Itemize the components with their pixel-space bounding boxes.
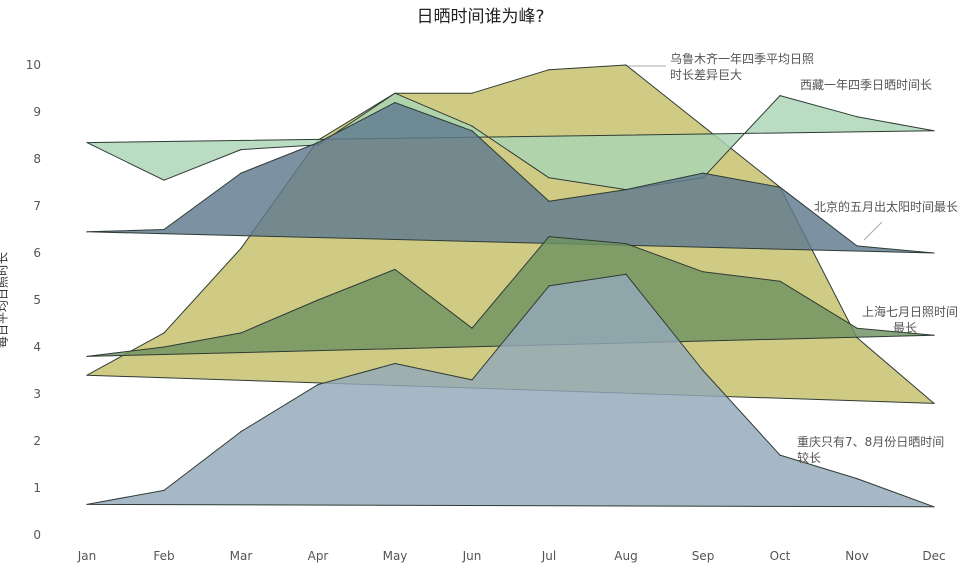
point-beijing-Jun [471,130,473,132]
point-shanghai-Aug [625,243,627,245]
point-wulumuqi-Jun [471,92,473,94]
y-tick-3: 3 [33,387,41,401]
annotations: 乌鲁木齐一年四季平均日照时长差异巨大西藏一年四季日晒时间长北京的五月出太阳时间最… [628,51,958,465]
annotation-chongqing-line-0: 重庆只有7、8月份日晒时间 [797,435,944,449]
point-xizang-Nov [856,116,858,118]
point-beijing-Mar [240,172,242,174]
y-tick-9: 9 [33,105,41,119]
point-wulumuqi-Jan [86,374,88,376]
x-tick-Jun: Jun [462,549,482,563]
x-axis-ticks: Jan Feb Mar Apr May Jun Jul Aug Sep Oct Nov Dec [77,549,946,563]
point-wulumuqi-Sep [702,125,704,127]
point-beijing-Nov [856,245,858,247]
y-tick-5: 5 [33,293,41,307]
point-chongqing-May [394,362,396,365]
y-tick-4: 4 [33,340,41,354]
point-wulumuqi-Feb [163,332,165,334]
point-chongqing-Aug [625,273,627,275]
point-beijing-Oct [779,186,781,188]
point-xizang-Jun [471,125,473,127]
annotation-shanghai-line-0: 上海七月日照时间 [862,304,958,319]
y-tick-1: 1 [33,481,41,495]
x-tick-Jan: Jan [77,549,97,563]
point-shanghai-Dec [933,334,935,336]
point-xizang-Mar [240,149,242,151]
point-shanghai-Jun [471,327,473,329]
x-tick-May: May [383,549,408,563]
point-chongqing-Apr [317,384,319,386]
point-xizang-Jan [86,141,88,144]
point-shanghai-Mar [240,332,242,334]
point-wulumuqi-Aug [625,64,627,66]
point-shanghai-May [394,268,396,271]
annotation-leader-beijing [863,221,883,241]
point-xizang-Dec [933,130,935,132]
point-wulumuqi-Mar [240,247,242,249]
point-chongqing-Dec [933,506,935,508]
x-tick-Apr: Apr [308,549,329,563]
point-chongqing-Feb [163,489,165,491]
point-chongqing-Mar [240,431,242,433]
x-tick-Aug: Aug [614,549,637,563]
point-shanghai-Nov [856,327,858,329]
point-chongqing-Jun [471,379,473,381]
y-tick-6: 6 [33,246,41,260]
y-tick-10: 10 [26,58,41,72]
point-beijing-Apr [317,141,319,144]
point-shanghai-Jul [548,235,550,238]
point-xizang-Feb [163,179,165,181]
annotation-xizang-line-0: 西藏一年四季日晒时间长 [800,78,932,92]
y-axis-ticks: 0 1 2 3 4 5 6 7 8 9 10 [26,58,41,542]
x-tick-Nov: Nov [845,549,868,563]
x-tick-Feb: Feb [153,549,174,563]
point-shanghai-Oct [779,280,781,282]
series-areas [86,64,935,508]
annotation-chongqing-line-1: 较长 [797,450,821,465]
chart-title: 日晒时间谁为峰? [416,7,545,27]
y-tick-0: 0 [33,528,41,542]
point-beijing-Sep [702,172,704,174]
x-tick-Oct: Oct [770,549,791,563]
point-shanghai-Feb [163,346,165,348]
point-beijing-Dec [933,252,935,254]
y-tick-2: 2 [33,434,41,448]
point-chongqing-Nov [856,478,858,480]
point-chongqing-Jan [86,503,88,506]
point-beijing-Aug [625,188,627,191]
annotation-wulumuqi-line-0: 乌鲁木齐一年四季平均日照 [670,51,814,66]
point-shanghai-Sep [702,271,704,273]
point-chongqing-Jul [548,285,550,287]
x-tick-Mar: Mar [230,549,253,563]
point-wulumuqi-Dec [933,402,935,404]
x-tick-Jul: Jul [541,549,556,563]
annotation-shanghai-line-1: 最长 [893,321,917,335]
point-xizang-Oct [779,94,781,97]
point-beijing-Jul [548,200,550,202]
point-chongqing-Sep [702,369,704,372]
x-tick-Dec: Dec [922,549,945,563]
point-chongqing-Oct [779,454,781,456]
annotation-wulumuqi-line-1: 时长差异巨大 [670,68,742,82]
point-beijing-Jan [86,231,88,233]
y-tick-8: 8 [33,152,41,166]
annotation-beijing-line-0: 北京的五月出太阳时间最长 [814,199,958,214]
point-xizang-Jul [548,177,550,179]
point-xizang-May [394,92,396,94]
point-shanghai-Apr [317,299,319,301]
y-tick-7: 7 [33,199,41,213]
point-beijing-May [394,102,396,104]
point-shanghai-Jan [86,355,88,357]
x-tick-Sep: Sep [692,549,715,563]
point-wulumuqi-Jul [548,69,550,71]
point-beijing-Feb [163,228,165,231]
